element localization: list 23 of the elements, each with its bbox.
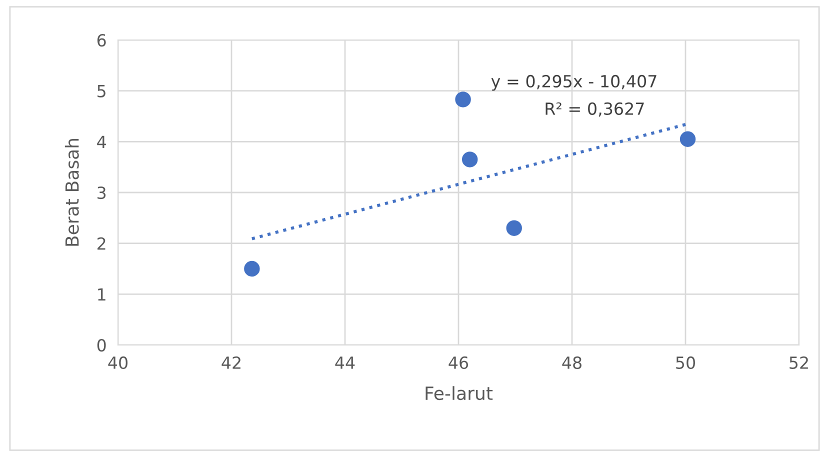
y-tick-label: 3 xyxy=(98,186,106,200)
y-tick-label: 5 xyxy=(98,85,106,98)
point xyxy=(680,131,696,147)
x-tick-label: 40 xyxy=(108,356,128,370)
point xyxy=(506,220,522,236)
y-tick-label: 4 xyxy=(97,136,106,148)
y-tick-label: 1 xyxy=(98,288,106,300)
x-tick-label: 48 xyxy=(562,356,582,370)
x-tick-label: 46 xyxy=(448,356,468,370)
point xyxy=(462,152,478,168)
y-axis-title: Berat Basah xyxy=(64,138,79,246)
x-tick-label: 50 xyxy=(676,356,695,370)
x-tick-label: 44 xyxy=(335,356,355,369)
x-tick-label: 42 xyxy=(222,356,240,369)
annotation: y = 0,295x - 10,407 xyxy=(491,74,656,91)
y-tick-label: 2 xyxy=(98,237,106,250)
x-tick-label: 52 xyxy=(790,356,808,370)
y-tick-label: 6 xyxy=(97,34,106,47)
point xyxy=(244,260,260,277)
point xyxy=(455,92,471,108)
y-tick-label: 0 xyxy=(97,338,106,352)
x-axis-title: Fe-larut xyxy=(426,386,493,400)
annotation: R² = 0,3627 xyxy=(546,102,644,117)
